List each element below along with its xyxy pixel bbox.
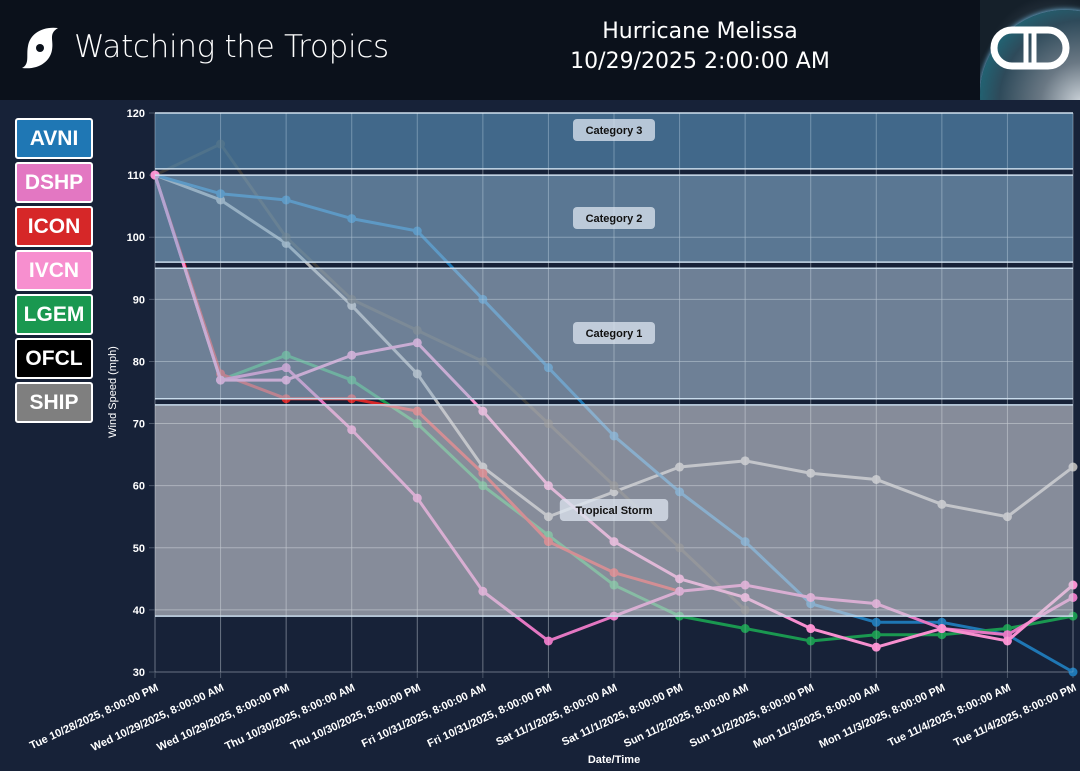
data-point [937,630,947,640]
legend-toggle-ivcn[interactable]: IVCN [15,250,93,291]
x-tick-label: Tue 11/4/2025, 8:00:00 AM [886,682,1012,749]
band-label: Category 1 [586,328,643,340]
legend-toggle-ship[interactable]: SHIP [15,382,93,423]
data-point [806,636,816,646]
app-title: Watching the Tropics [74,29,389,65]
x-tick-label: Fri 10/31/2025, 8:00:00 AM [360,682,488,750]
y-axis-title: Wind Speed (mph) [107,346,119,438]
y-tick-label: 40 [133,605,145,617]
y-tick-label: 30 [133,667,145,679]
y-tick-label: 70 [133,419,145,431]
data-point [740,624,750,634]
band-label: Category 3 [586,125,643,137]
x-tick-label: Fri 10/31/2025, 8:00:00 PM [426,682,554,750]
band-label-box [573,119,655,141]
data-point [543,636,553,646]
data-point [871,642,881,652]
band-label-box [573,207,655,229]
band-label-box [573,322,655,344]
data-point [1068,667,1078,677]
data-point [1002,636,1012,646]
storm-name: Hurricane Melissa [602,19,798,44]
legend-toggle-icon[interactable]: ICON [15,206,93,247]
band-label: Category 2 [586,213,643,225]
storm-time: 10/29/2025 2:00:00 AM [570,49,830,74]
y-tick-label: 110 [127,170,145,182]
data-point [871,630,881,640]
data-point [1002,630,1012,640]
x-tick-label: Tue 11/4/2025, 8:00:00 PM [952,682,1078,749]
legend-toggle-lgem[interactable]: LGEM [15,294,93,335]
x-tick-label: Sun 11/2/2025, 8:00:00 AM [622,682,750,750]
app-header: Watching the Tropics Hurricane Melissa 1… [0,0,1080,100]
y-tick-label: 120 [127,108,145,120]
y-tick-label: 90 [133,294,145,306]
y-tick-label: 100 [127,232,145,244]
y-tick-label: 50 [133,543,145,555]
legend-toggle-dshp[interactable]: DSHP [15,162,93,203]
data-point [806,624,816,634]
model-legend: AVNI DSHP ICON IVCN LGEM OFCL SHIP [15,118,93,426]
y-tick-label: 60 [133,481,145,493]
x-axis-title: Date/Time [588,754,640,766]
brand[interactable]: Watching the Tropics [20,24,389,70]
hurricane-icon [22,27,58,69]
y-tick-label: 80 [133,356,145,368]
x-tick-label: Mon 11/3/2025, 8:00:00 PM [817,682,947,751]
band-label-box [559,499,669,521]
legend-toggle-avni[interactable]: AVNI [15,118,93,159]
x-tick-label: Sat 11/1/2025, 8:00:00 AM [494,682,619,749]
data-point [1002,624,1012,634]
dd-logo-icon [990,26,1070,70]
data-point [937,617,947,627]
legend-toggle-ofcl[interactable]: OFCL [15,338,93,379]
data-point [937,624,947,634]
data-point [871,617,881,627]
band-label: Tropical Storm [575,505,652,517]
storm-info: Hurricane Melissa 10/29/2025 2:00:00 AM [520,17,880,77]
site-logo[interactable] [980,0,1080,100]
